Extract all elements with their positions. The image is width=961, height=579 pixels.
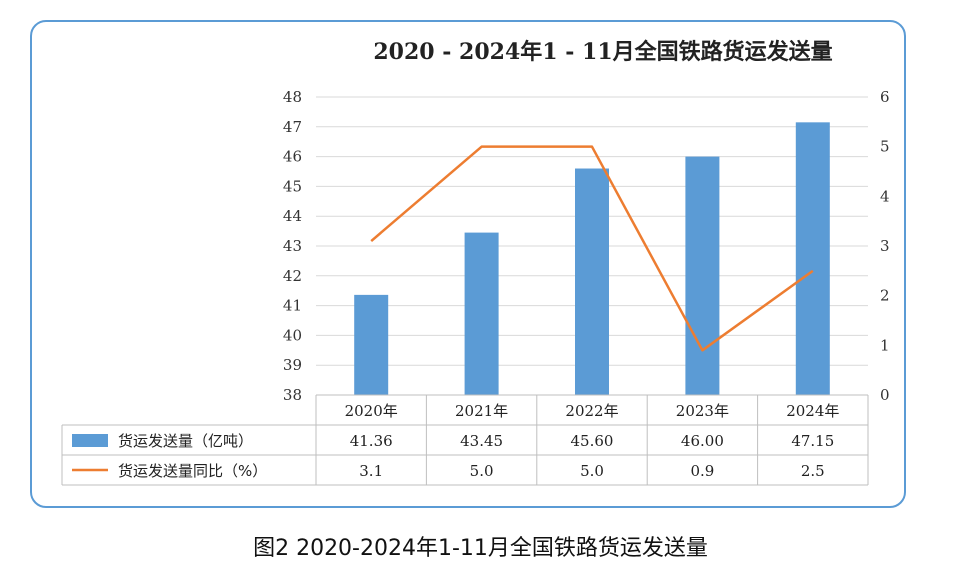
table-cell-line-value: 5.0 [470, 462, 494, 480]
y-right-tick-label: 1 [880, 336, 890, 354]
y-left-tick-label: 46 [283, 148, 302, 166]
x-category-label: 2023年 [676, 402, 729, 420]
y-left-tick-label: 47 [283, 118, 302, 136]
y-left-tick-label: 38 [283, 386, 302, 404]
table-cell-line-value: 2.5 [801, 462, 825, 480]
bar [575, 168, 609, 395]
bar [795, 122, 830, 395]
y-right-tick-label: 3 [880, 237, 890, 255]
y-right-tick-label: 6 [880, 88, 890, 106]
table-cell-bar-value: 47.15 [791, 432, 834, 450]
table-cell-line-value: 5.0 [580, 462, 604, 480]
chart-svg: 2020 - 2024年1 - 11月全国铁路货运发送量383940414243… [61, 39, 890, 486]
y-left-tick-label: 41 [283, 297, 302, 315]
y-right-tick-label: 5 [880, 138, 890, 156]
x-category-label: 2022年 [565, 402, 618, 420]
chart-title: 2020 - 2024年1 - 11月全国铁路货运发送量 [373, 39, 832, 65]
table-cell-line-value: 3.1 [359, 462, 383, 480]
y-right-tick-label: 2 [880, 287, 890, 305]
x-category-label: 2020年 [345, 402, 398, 420]
table-cell-bar-value: 45.60 [571, 432, 614, 450]
y-left-tick-label: 44 [283, 207, 302, 225]
legend-label-line: 货运发送量同比（%） [118, 462, 267, 480]
x-category-label: 2024年 [786, 402, 839, 420]
bar [685, 156, 720, 395]
table-cell-bar-value: 46.00 [681, 432, 724, 450]
table-cell-bar-value: 41.36 [350, 432, 393, 450]
bar [464, 232, 499, 395]
y-left-tick-label: 39 [283, 356, 302, 374]
y-left-tick-label: 48 [283, 88, 302, 106]
legend-key-bar [72, 434, 108, 447]
x-category-label: 2021年 [455, 402, 508, 420]
bar [354, 294, 389, 395]
table-cell-bar-value: 43.45 [460, 432, 503, 450]
y-left-tick-label: 42 [283, 267, 302, 285]
y-left-tick-label: 43 [283, 237, 302, 255]
y-left-tick-label: 45 [283, 177, 302, 195]
y-right-tick-label: 4 [880, 187, 890, 205]
y-left-tick-label: 40 [283, 326, 302, 344]
legend-label-bar: 货运发送量（亿吨） [118, 432, 253, 450]
table-cell-line-value: 0.9 [690, 462, 714, 480]
y-right-tick-label: 0 [880, 386, 890, 404]
figure-caption: 图2 2020-2024年1-11月全国铁路货运发送量 [253, 536, 708, 561]
